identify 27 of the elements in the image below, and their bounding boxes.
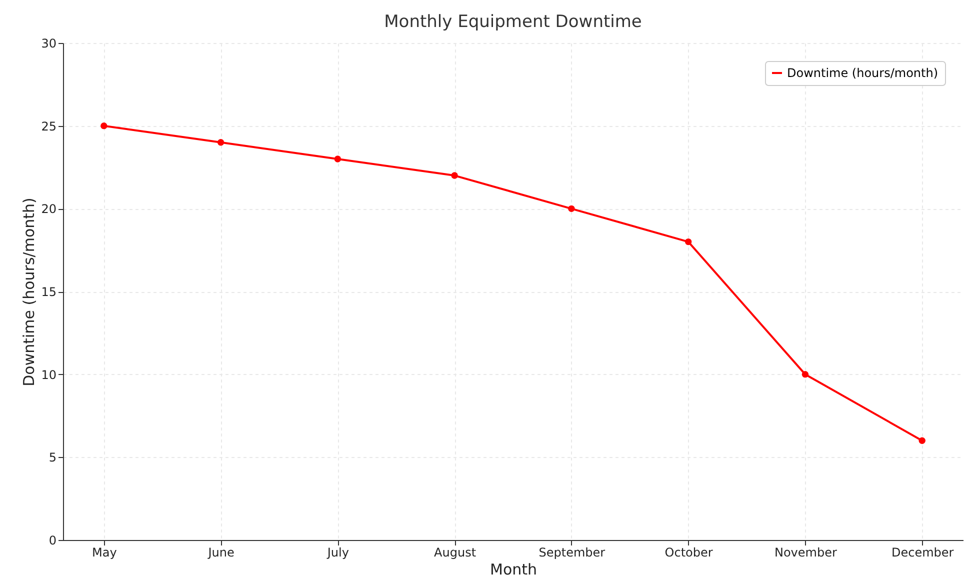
y-tick-label: 20	[41, 202, 56, 216]
chart-title: Monthly Equipment Downtime	[384, 12, 642, 32]
point	[684, 238, 692, 246]
y-tick-label: 0	[48, 534, 56, 548]
point	[802, 370, 809, 378]
y-tick-label: 25	[41, 119, 56, 134]
x-tick-label: October	[664, 546, 713, 560]
x-tick-label: December	[891, 546, 954, 560]
x-tick-label: May	[92, 546, 117, 560]
x-tick-label: August	[434, 546, 476, 560]
x-tick-label: June	[207, 546, 234, 560]
point	[100, 122, 108, 130]
point	[568, 205, 575, 212]
x-tick-label: September	[538, 546, 606, 560]
point	[451, 172, 458, 179]
y-tick-label: 30	[41, 36, 56, 50]
point	[918, 437, 926, 444]
y-tick-label: 15	[41, 285, 56, 299]
x-tick-label: July	[326, 546, 349, 560]
y-tick-label: 5	[48, 450, 56, 465]
y-axis-title: Downtime (hours/month)	[20, 198, 38, 386]
point	[334, 156, 342, 162]
point	[217, 139, 224, 146]
x-axis-title: Month	[490, 560, 538, 578]
y-tick-label: 10	[41, 368, 56, 382]
legend-label: Downtime (hours/month)	[787, 66, 938, 80]
x-tick-label: November	[774, 546, 837, 560]
